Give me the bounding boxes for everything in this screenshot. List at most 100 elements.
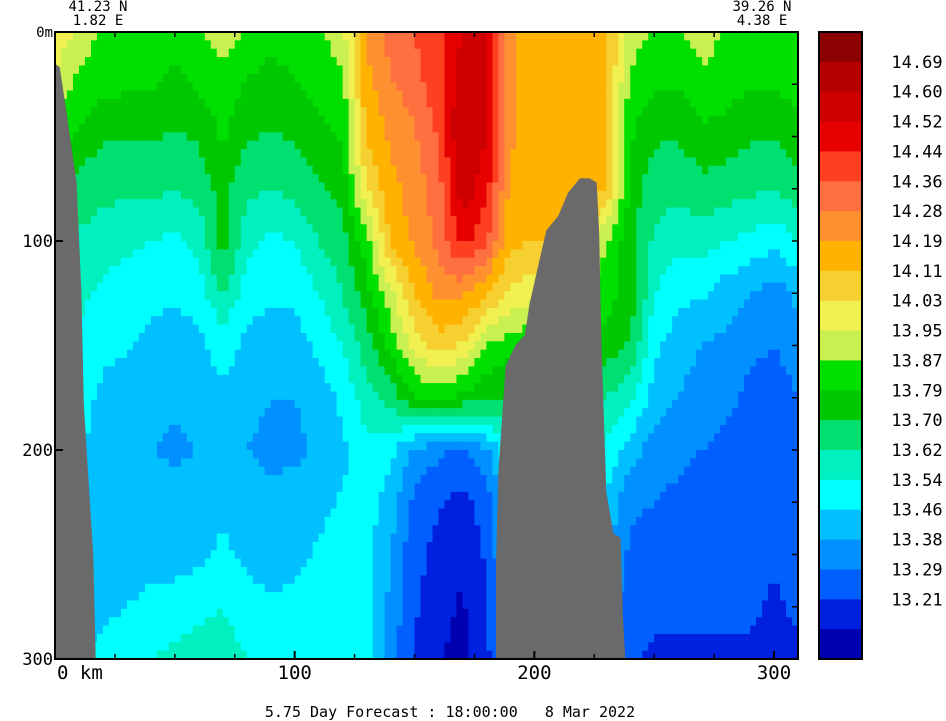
heatmap-cell: [132, 316, 140, 326]
heatmap-cell: [78, 241, 86, 250]
heatmap-cell: [258, 332, 266, 342]
heatmap-cell: [678, 98, 685, 108]
heatmap-cell: [396, 115, 404, 125]
heatmap-cell: [456, 98, 464, 108]
heatmap-cell: [234, 157, 242, 167]
heatmap-cell: [150, 249, 158, 259]
heatmap-cell: [624, 274, 631, 284]
heatmap-cell: [768, 291, 775, 301]
heatmap-cell: [198, 40, 206, 50]
section-start-lat: 41.23 N: [68, 0, 127, 15]
heatmap-cell: [684, 207, 691, 217]
heatmap-cell: [270, 341, 278, 351]
heatmap-cell: [138, 249, 146, 259]
heatmap-cell: [654, 291, 661, 301]
heatmap-cell: [492, 207, 499, 217]
heatmap-cell: [132, 299, 140, 309]
heatmap-cell: [324, 40, 332, 50]
heatmap-cell: [66, 65, 74, 75]
heatmap-cell: [258, 123, 266, 133]
heatmap-cell: [438, 149, 446, 158]
heatmap-cell: [294, 182, 302, 192]
heatmap-cell: [672, 107, 679, 117]
heatmap-cell: [666, 115, 673, 125]
heatmap-cell: [612, 199, 619, 209]
heatmap-cell: [498, 140, 505, 150]
heatmap-cell: [132, 232, 140, 242]
heatmap-cell: [774, 241, 781, 250]
heatmap-cell: [696, 107, 703, 117]
heatmap-cell: [768, 140, 775, 150]
heatmap-cell: [186, 149, 194, 158]
heatmap-cell: [318, 282, 326, 292]
heatmap-cell: [726, 316, 733, 326]
heatmap-cell: [654, 73, 661, 83]
heatmap-cell: [102, 165, 110, 175]
heatmap-cell: [672, 257, 679, 267]
heatmap-cell: [606, 241, 613, 250]
heatmap-cell: [180, 140, 188, 150]
heatmap-cell: [288, 123, 296, 133]
heatmap-cell: [342, 282, 350, 292]
heatmap-cell: [618, 98, 625, 108]
heatmap-cell: [450, 232, 458, 242]
heatmap-cell: [228, 73, 236, 83]
heatmap-cell: [180, 32, 188, 41]
heatmap-cell: [204, 332, 212, 342]
heatmap-cell: [510, 249, 517, 259]
heatmap-cell: [696, 140, 703, 150]
heatmap-cell: [186, 366, 194, 376]
heatmap-cell: [336, 266, 344, 276]
heatmap-cell: [306, 132, 314, 142]
heatmap-cell: [210, 215, 218, 225]
heatmap-cell: [702, 115, 709, 125]
heatmap-cell: [222, 98, 230, 108]
heatmap-cell: [450, 174, 458, 184]
heatmap-cell: [612, 48, 619, 58]
heatmap-cell: [216, 207, 224, 217]
heatmap-cell: [294, 73, 302, 83]
heatmap-cell: [654, 232, 661, 242]
heatmap-cell: [636, 257, 643, 267]
heatmap-cell: [90, 82, 98, 92]
heatmap-cell: [378, 207, 386, 217]
heatmap-cell: [714, 48, 721, 58]
heatmap-cell: [252, 358, 260, 367]
heatmap-cell: [486, 249, 494, 259]
heatmap-cell: [432, 73, 440, 83]
heatmap-cell: [576, 40, 583, 50]
heatmap-cell: [174, 274, 182, 284]
heatmap-cell: [270, 299, 278, 309]
heatmap-cell: [150, 232, 158, 242]
heatmap-cell: [162, 307, 170, 317]
heatmap-cell: [288, 107, 296, 117]
heatmap-cell: [462, 48, 470, 58]
heatmap-cell: [444, 65, 452, 75]
heatmap-cell: [564, 57, 571, 67]
heatmap-cell: [258, 215, 266, 225]
heatmap-cell: [462, 57, 470, 67]
heatmap-cell: [468, 32, 476, 41]
heatmap-cell: [84, 249, 92, 259]
heatmap-cell: [66, 48, 74, 58]
heatmap-cell: [642, 73, 649, 83]
heatmap-cell: [108, 182, 116, 192]
heatmap-cell: [144, 90, 152, 100]
heatmap-cell: [318, 299, 326, 309]
heatmap-cell: [564, 65, 571, 75]
heatmap-cell: [438, 165, 446, 175]
heatmap-cell: [150, 349, 158, 359]
heatmap-cell: [498, 291, 505, 301]
heatmap-cell: [114, 341, 122, 351]
heatmap-cell: [72, 73, 80, 83]
heatmap-cell: [360, 215, 368, 225]
heatmap-cell: [684, 115, 691, 125]
heatmap-cell: [480, 199, 488, 209]
heatmap-cell: [474, 332, 482, 342]
heatmap-cell: [516, 249, 523, 259]
heatmap-cell: [198, 241, 206, 250]
heatmap-cell: [252, 215, 260, 225]
heatmap-cell: [360, 324, 368, 334]
heatmap-cell: [390, 307, 398, 317]
heatmap-cell: [744, 149, 751, 158]
